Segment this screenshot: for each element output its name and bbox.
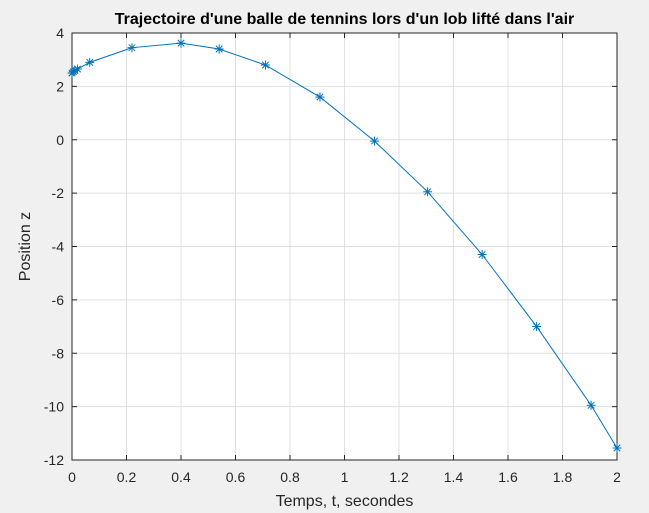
x-tick-label: 0	[68, 469, 76, 485]
y-tick-label: -6	[52, 292, 65, 308]
data-point-marker	[369, 136, 379, 146]
y-axis-label: Position z	[17, 212, 34, 281]
data-point-marker	[532, 322, 542, 332]
x-tick-label: 1.6	[498, 469, 518, 485]
x-tick-label: 1.8	[553, 469, 573, 485]
y-tick-label: -8	[52, 345, 65, 361]
data-point-marker	[423, 187, 433, 197]
x-axis-label: Temps, t, secondes	[276, 493, 414, 510]
x-tick-label: 2	[613, 469, 621, 485]
x-tick-label: 1	[341, 469, 349, 485]
data-point-marker	[612, 443, 622, 453]
x-tick-label: 1.2	[389, 469, 409, 485]
y-tick-label: 2	[56, 78, 64, 94]
data-point-marker	[127, 43, 137, 53]
data-point-marker	[176, 38, 186, 48]
y-tick-label: 0	[56, 132, 64, 148]
y-tick-label: -10	[44, 399, 64, 415]
x-tick-label: 0.2	[117, 469, 137, 485]
data-series	[67, 38, 622, 453]
y-tick-label: -4	[52, 239, 65, 255]
data-point-marker	[315, 92, 325, 102]
data-point-marker	[477, 250, 487, 260]
axis-ticks: 0 0.2 0.4 0.6 0.8 1 1.2 1.4 1.6 1.8 2 4 2 0 -2 -4 -6 -8 -1…	[44, 25, 621, 485]
x-tick-label: 0.8	[280, 469, 300, 485]
y-tick-label: -2	[52, 185, 65, 201]
chart-title: Trajectoire d'une balle de tennins lors …	[115, 11, 575, 28]
data-point-marker	[85, 57, 95, 67]
data-point-marker	[72, 64, 82, 74]
y-tick-label: -12	[44, 452, 64, 468]
x-tick-label: 0.4	[171, 469, 191, 485]
data-point-marker	[214, 44, 224, 54]
data-point-marker	[260, 60, 270, 70]
x-tick-label: 1.4	[444, 469, 464, 485]
x-tick-label: 0.6	[226, 469, 246, 485]
data-point-marker	[586, 400, 596, 410]
y-tick-label: 4	[56, 25, 64, 41]
